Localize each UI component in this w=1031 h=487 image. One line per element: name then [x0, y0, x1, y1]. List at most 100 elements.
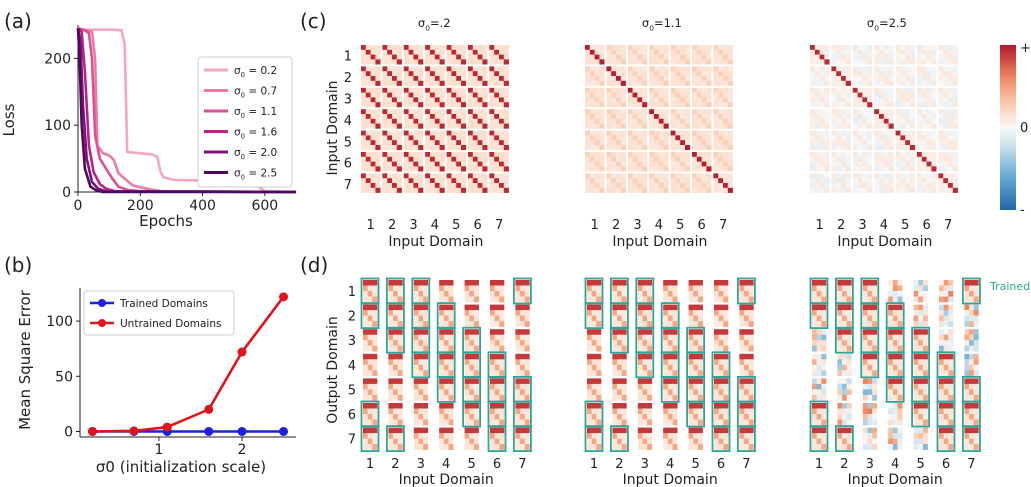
heatmap-cell: [451, 66, 456, 71]
heatmap-cell: [917, 119, 922, 124]
heatmap-cell: [499, 109, 504, 114]
heatmap-cell: [482, 50, 487, 55]
output-cell: [520, 433, 525, 439]
heatmap-cell: [489, 188, 494, 193]
heatmap-cell: [642, 97, 647, 102]
output-cell: [499, 280, 504, 286]
output-cell: [592, 297, 597, 303]
output-cell: [439, 340, 444, 346]
heatmap-cell: [478, 55, 483, 60]
output-cell: [689, 428, 694, 434]
heatmap-cell: [404, 50, 409, 55]
heatmap-cell: [846, 178, 851, 183]
output-cell: [923, 316, 928, 322]
heatmap-cell: [633, 81, 638, 86]
output-cell: [495, 286, 500, 292]
heatmap-cell: [948, 178, 953, 183]
heatmap-cell: [633, 140, 638, 145]
heatmap-cell: [482, 45, 487, 50]
heatmap-cell: [846, 50, 851, 55]
output-cell: [821, 329, 826, 335]
output-cell: [939, 420, 944, 426]
heatmap-cell: [858, 50, 863, 55]
output-cell: [444, 297, 449, 303]
output-cell: [612, 297, 617, 303]
heatmap-cell: [654, 50, 659, 55]
heatmap-cell: [820, 55, 825, 60]
output-cell: [872, 365, 877, 371]
output-cell: [847, 286, 852, 292]
output-cell: [469, 409, 474, 415]
output-cell: [719, 321, 724, 327]
heatmap-cell: [418, 173, 423, 178]
output-cell: [969, 378, 974, 384]
output-cell: [398, 297, 403, 303]
heatmap-cell: [637, 93, 642, 98]
heatmap-cell: [404, 152, 409, 157]
heatmap-cell: [824, 152, 829, 157]
heatmap-cell: [375, 124, 380, 129]
heatmap-cell: [889, 135, 894, 140]
heatmap-cell: [478, 188, 483, 193]
heatmap-cell: [938, 76, 943, 81]
heatmap-cell: [927, 135, 932, 140]
heatmap-cell: [671, 102, 676, 107]
heatmap-cell: [685, 93, 690, 98]
heatmap-cell: [815, 66, 820, 71]
output-cell: [918, 439, 923, 445]
panel-d-x-tick-label: 3: [641, 457, 649, 472]
panel-c-xlabel: Input Domain: [612, 234, 707, 250]
output-cell: [923, 321, 928, 327]
output-cell: [723, 439, 728, 445]
output-cell: [388, 365, 393, 371]
output-cell: [612, 389, 617, 395]
heatmap-cell: [361, 55, 366, 60]
heatmap-cell: [628, 166, 633, 171]
heatmap-cell: [836, 59, 841, 64]
heatmap-cell: [853, 50, 858, 55]
output-cell: [647, 305, 652, 311]
output-cell: [723, 286, 728, 292]
heatmap-cell: [943, 81, 948, 86]
output-cell: [923, 395, 928, 401]
heatmap-cell: [447, 135, 452, 140]
output-cell: [673, 354, 678, 360]
output-cell: [888, 395, 893, 401]
heatmap-cell: [585, 173, 590, 178]
colorbar: + 0 -: [1000, 41, 1031, 218]
output-cell: [622, 321, 627, 327]
panel-d-y-tick-label: 5: [348, 383, 356, 398]
heatmap-cell: [858, 102, 863, 107]
heatmap-cell: [671, 45, 676, 50]
output-cell: [363, 310, 368, 316]
heatmap-cell: [900, 88, 905, 93]
output-cell: [749, 340, 754, 346]
output-cell: [714, 414, 719, 420]
output-cell: [944, 403, 949, 409]
heatmap-cell: [836, 45, 841, 50]
output-cell: [495, 346, 500, 352]
output-cell: [372, 310, 377, 316]
output-cell: [612, 370, 617, 376]
output-cell: [638, 433, 643, 439]
heatmap-cell: [896, 183, 901, 188]
heatmap-cell: [846, 76, 851, 81]
heatmap-cell: [397, 119, 402, 124]
heatmap-cell: [585, 166, 590, 171]
output-cell: [893, 403, 898, 409]
output-cell: [888, 433, 893, 439]
heatmap-cell: [425, 140, 430, 145]
output-cell: [817, 378, 822, 384]
heatmap-cell: [846, 157, 851, 162]
heatmap-cell: [654, 59, 659, 64]
output-cell: [888, 359, 893, 365]
output-cell: [372, 414, 377, 420]
output-cell: [863, 403, 868, 409]
panel-c-ylabel: Input Domain: [325, 80, 341, 175]
heatmap-cell: [494, 166, 499, 171]
output-cell: [423, 286, 428, 292]
heatmap-cell: [820, 93, 825, 98]
output-cell: [888, 444, 893, 450]
output-cell: [714, 340, 719, 346]
heatmap-cell: [723, 131, 728, 136]
